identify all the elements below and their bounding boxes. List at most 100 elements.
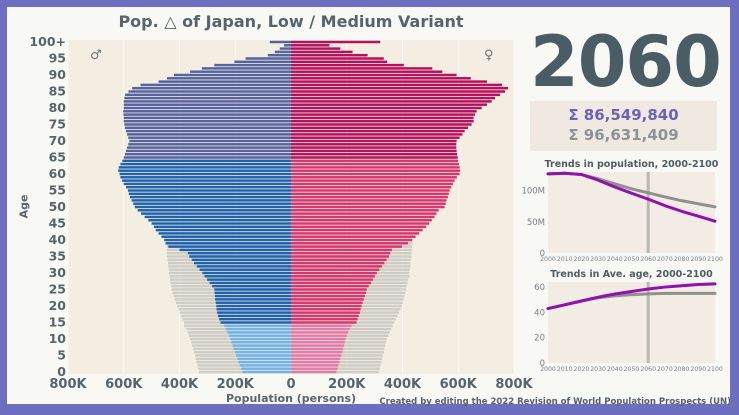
male-bar	[123, 113, 291, 116]
female-bar	[291, 96, 496, 100]
female-bar	[291, 228, 423, 232]
female-bar	[291, 265, 382, 268]
credit-text: Created by editing the 2022 Revision of …	[379, 397, 731, 407]
female-bar	[291, 304, 362, 308]
female-bar	[291, 350, 343, 354]
male-bar	[225, 327, 291, 331]
female-bar	[291, 367, 338, 370]
female-bar	[291, 298, 364, 301]
male-bar	[127, 133, 291, 136]
male-bar	[274, 50, 291, 54]
female-bar	[291, 47, 341, 50]
y-tick-label: 25	[49, 282, 66, 297]
male-bar	[219, 317, 291, 321]
female-bar	[291, 275, 375, 278]
female-bar	[291, 331, 349, 334]
female-bar	[291, 50, 353, 54]
female-bar	[291, 126, 469, 130]
trend-x-tick: 2090	[690, 366, 706, 373]
trend-x-tick: 2010	[557, 366, 573, 373]
male-bar	[239, 364, 291, 367]
female-bar	[291, 73, 457, 77]
male-bar	[124, 96, 292, 100]
male-bar	[234, 60, 291, 64]
female-bar	[291, 176, 457, 179]
y-axis-label: Age	[17, 194, 31, 219]
female-bar	[291, 271, 377, 275]
trend-x-tick: 2000	[540, 366, 556, 373]
trend-y-tick: 0	[540, 249, 545, 259]
female-bar	[291, 169, 460, 172]
female-bar	[291, 232, 420, 235]
female-bar	[291, 57, 384, 60]
trend-y-tick: 60	[534, 283, 545, 293]
y-tick-label: 55	[49, 183, 66, 198]
trend-x-tick: 2010	[557, 256, 573, 263]
trend-x-tick: 2050	[624, 256, 640, 263]
trend-x-tick: 2030	[590, 256, 606, 263]
y-tick-label: 65	[49, 150, 66, 165]
male-bar	[131, 199, 291, 202]
female-bar	[291, 245, 402, 248]
male-bar	[153, 225, 291, 229]
female-bar	[291, 301, 363, 304]
y-tick-label: 0	[57, 364, 66, 379]
male-bar	[214, 291, 291, 295]
x-tick-label: 400K	[384, 377, 422, 392]
male-bar	[241, 367, 291, 370]
male-bar	[227, 331, 291, 334]
trend-x-tick: 2080	[674, 256, 690, 263]
male-bar	[123, 156, 291, 159]
female-bar	[291, 324, 352, 328]
female-bar	[291, 136, 460, 139]
female-bar	[291, 139, 457, 143]
female-bar	[291, 337, 346, 341]
male-bar	[158, 80, 291, 83]
female-bar	[291, 205, 445, 209]
female-bar	[291, 294, 365, 298]
male-bar	[123, 106, 291, 110]
male-bar	[125, 149, 291, 153]
female-bar	[291, 86, 509, 90]
male-bar	[220, 321, 291, 324]
female-bar	[291, 209, 439, 212]
male-bar	[234, 350, 291, 354]
male-bar	[151, 222, 291, 225]
male-bar	[123, 103, 291, 106]
male-bar	[124, 152, 292, 156]
y-tick-label: 50	[49, 199, 67, 214]
trend-line-low	[546, 171, 717, 223]
trend-y-tick: 40	[534, 308, 545, 318]
male-bar	[120, 162, 291, 166]
male-bar	[123, 119, 291, 123]
male-bar	[164, 238, 291, 242]
female-bar	[291, 83, 503, 87]
female-bar	[291, 152, 458, 156]
female-bar	[291, 235, 416, 238]
female-bar	[291, 281, 372, 285]
y-tick-label: 60	[49, 166, 67, 181]
male-bar	[196, 265, 291, 268]
male-bar	[230, 337, 291, 341]
female-bar	[291, 364, 339, 367]
y-tick-label: 10	[49, 331, 67, 346]
male-bar	[168, 245, 291, 248]
male-bar	[209, 281, 291, 285]
female-bar	[291, 63, 404, 67]
x-tick-label: 800K	[495, 377, 533, 392]
female-bar	[291, 189, 450, 192]
female-bar	[291, 347, 344, 351]
male-bar	[124, 126, 292, 130]
trend-x-tick: 2050	[624, 366, 640, 373]
male-bar	[215, 301, 291, 304]
x-tick-label: 200K	[217, 377, 255, 392]
trend-x-tick: 2020	[574, 366, 590, 373]
male-bar	[123, 100, 291, 103]
female-bar	[291, 311, 360, 314]
female-bar	[291, 195, 448, 199]
male-bar	[191, 258, 291, 262]
male-bar	[217, 314, 291, 318]
trend-x-tick: 2090	[690, 256, 706, 263]
x-tick-label: 0	[286, 377, 295, 392]
female-bar	[291, 215, 435, 219]
